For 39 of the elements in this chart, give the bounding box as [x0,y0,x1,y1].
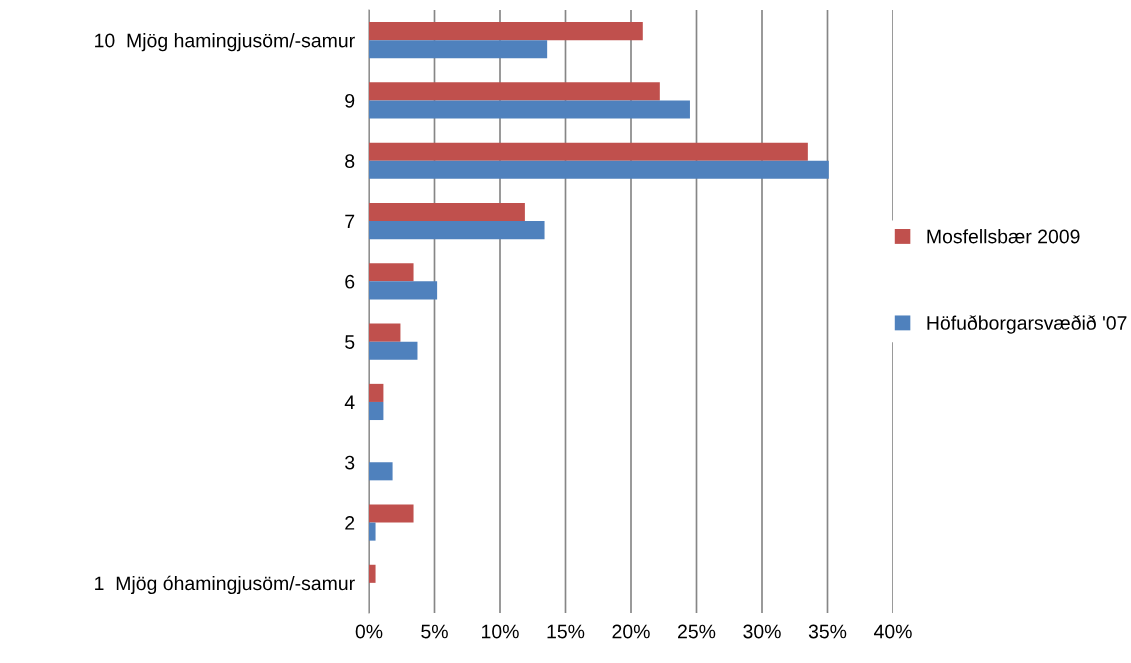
bar [369,40,548,59]
y-tick-label: 8 [345,154,355,168]
y-tick-label: 1 Mjög óhamingjusöm/-samur [95,575,355,595]
bar [369,383,384,402]
x-tick-label: 35% [808,624,847,639]
bar [369,82,660,101]
y-tick-label: 4 [344,395,355,409]
x-tick-label: 5% [421,624,448,639]
y-tick-label: 5 [345,335,355,349]
x-tick-label: 10% [482,624,519,639]
bar [369,160,829,179]
x-tick-label: 0% [355,624,383,639]
legend-label: Höfuðborgarsvæðið '07 [927,315,1127,334]
bar [369,564,376,583]
x-tick-label: 15% [547,624,585,639]
y-tick-label: 9 [345,93,355,108]
y-tick-label: 7 [345,214,355,229]
legend-label: Mosfellsbær 2009 [927,229,1080,244]
bar [369,522,376,541]
bar [369,401,384,421]
bar [369,341,418,360]
bar [369,504,414,523]
x-tick-label: 20% [612,624,650,639]
bar [369,202,525,222]
bar [369,281,438,300]
y-tick-label: 10 Mjög hamingjusöm/-samur [95,33,355,52]
bar [369,221,545,240]
x-tick-label: 40% [873,624,912,639]
y-tick-label: 3 [345,455,355,470]
x-tick-label: 30% [743,624,781,639]
bar [369,142,808,161]
y-tick-label: 2 [345,516,355,530]
bar [369,100,690,119]
bar [369,462,393,481]
x-tick-label: 25% [678,624,716,639]
bar [369,263,414,282]
bar [369,323,401,342]
bar [369,22,643,41]
y-tick-label: 6 [345,274,355,289]
